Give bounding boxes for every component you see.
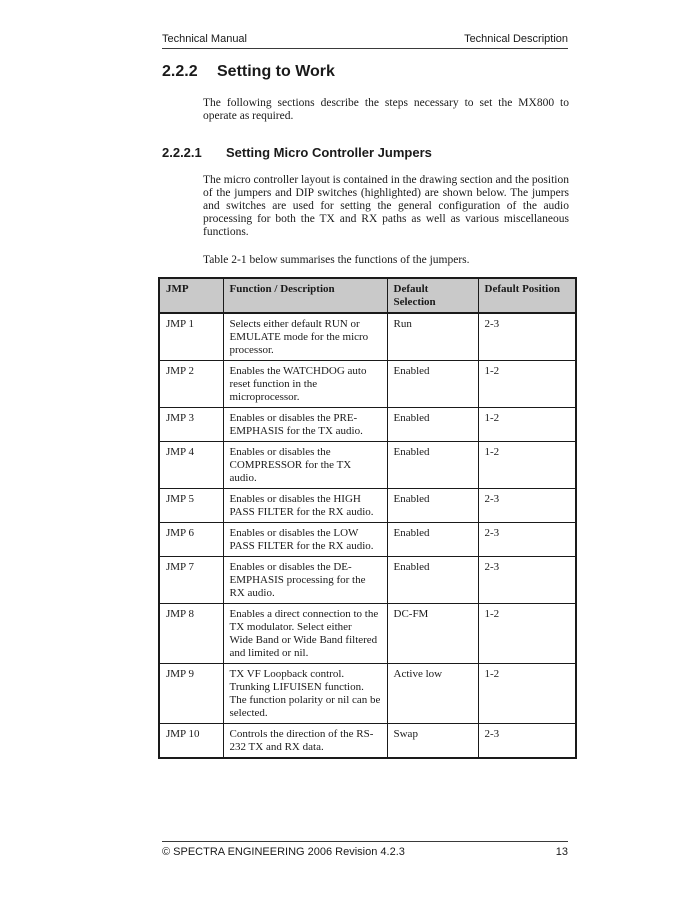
table-row: JMP 9 TX VF Loopback control. Trunking LI… <box>158 663 577 724</box>
cell-description: Enables the WATCHDOG auto reset function… <box>222 360 388 408</box>
table-lead-paragraph: Table 2-1 below summarises the functions… <box>203 254 470 266</box>
cell-description: Enables a direct connection to the TX mo… <box>222 603 388 664</box>
page-footer: © SPECTRA ENGINEERING 2006 Revision 4.2.… <box>162 841 568 858</box>
header-doc-title: Technical Manual <box>162 33 247 45</box>
cell-jmp: JMP 8 <box>158 603 224 664</box>
header-section-title: Technical Description <box>464 33 568 45</box>
cell-default-position: 2-3 <box>477 723 577 759</box>
cell-default-position: 2-3 <box>477 312 577 361</box>
footer-page-number: 13 <box>555 846 568 858</box>
cell-default-selection: Enabled <box>386 441 479 489</box>
header-cell-default-position: Default Position <box>477 277 577 314</box>
cell-jmp: JMP 9 <box>158 663 224 724</box>
cell-default-selection: DC-FM <box>386 603 479 664</box>
jumper-table-body: JMP 1 Selects either default RUN or EMULA… <box>158 312 577 759</box>
section-number: 2.2.2 <box>162 63 198 80</box>
cell-default-position: 1-2 <box>477 360 577 408</box>
cell-description: Enables or disables the PRE- EMPHASIS fo… <box>222 407 388 442</box>
cell-default-selection: Enabled <box>386 360 479 408</box>
cell-description: Controls the direction of the RS- 232 TX… <box>222 723 388 759</box>
table-row: JMP 4 Enables or disables the COMPRESSOR … <box>158 441 577 489</box>
cell-default-selection: Swap <box>386 723 479 759</box>
header-cell-description: Function / Description <box>222 277 388 314</box>
table-row: JMP 2 Enables the WATCHDOG auto reset fun… <box>158 360 577 408</box>
cell-jmp: JMP 10 <box>158 723 224 759</box>
cell-default-selection: Enabled <box>386 522 479 557</box>
cell-default-position: 1-2 <box>477 603 577 664</box>
cell-default-position: 1-2 <box>477 663 577 724</box>
cell-description: Enables or disables the HIGH PASS FILTER… <box>222 488 388 523</box>
cell-default-position: 2-3 <box>477 488 577 523</box>
jumper-table-header: JMP Function / Description Default Selec… <box>158 277 577 314</box>
subsection-number: 2.2.2.1 <box>162 145 202 160</box>
cell-description: Enables or disables the LOW PASS FILTER … <box>222 522 388 557</box>
section-heading: 2.2.2 Setting to Work <box>162 63 568 81</box>
cell-jmp: JMP 4 <box>158 441 224 489</box>
cell-default-position: 1-2 <box>477 407 577 442</box>
cell-default-position: 2-3 <box>477 522 577 557</box>
cell-jmp: JMP 1 <box>158 312 224 361</box>
section-title: Setting to Work <box>217 63 335 80</box>
table-header-row: JMP Function / Description Default Selec… <box>158 277 577 314</box>
cell-jmp: JMP 7 <box>158 556 224 604</box>
table-row: JMP 6 Enables or disables the LOW PASS FI… <box>158 522 577 557</box>
table-row: JMP 5 Enables or disables the HIGH PASS F… <box>158 488 577 523</box>
section-intro-paragraph: The following sections describe the step… <box>203 97 569 122</box>
header-cell-default-selection: Default Selection <box>386 277 479 314</box>
cell-default-selection: Enabled <box>386 407 479 442</box>
cell-description: TX VF Loopback control. Trunking LIFUISE… <box>222 663 388 724</box>
jumper-table: JMP Function / Description Default Selec… <box>158 277 577 759</box>
table-row: JMP 1 Selects either default RUN or EMULA… <box>158 312 577 361</box>
cell-default-position: 2-3 <box>477 556 577 604</box>
subsection-heading: 2.2.2.1 Setting Micro Controller Jumpers <box>162 145 568 160</box>
cell-default-selection: Enabled <box>386 556 479 604</box>
table-row: JMP 3 Enables or disables the PRE- EMPHAS… <box>158 407 577 442</box>
subsection-intro-paragraph: The micro controller layout is contained… <box>203 174 569 238</box>
cell-default-selection: Active low <box>386 663 479 724</box>
cell-description: Enables or disables the COMPRESSOR for t… <box>222 441 388 489</box>
cell-jmp: JMP 5 <box>158 488 224 523</box>
table-row: JMP 8 Enables a direct connection to the … <box>158 603 577 664</box>
cell-jmp: JMP 2 <box>158 360 224 408</box>
table-row: JMP 10 Controls the direction of the RS- … <box>158 723 577 759</box>
cell-default-position: 1-2 <box>477 441 577 489</box>
cell-default-selection: Run <box>386 312 479 361</box>
cell-default-selection: Enabled <box>386 488 479 523</box>
subsection-title: Setting Micro Controller Jumpers <box>226 145 432 160</box>
cell-jmp: JMP 6 <box>158 522 224 557</box>
cell-description: Selects either default RUN or EMULATE mo… <box>222 312 388 361</box>
header-cell-jmp: JMP <box>158 277 224 314</box>
cell-description: Enables or disables the DE- EMPHASIS pro… <box>222 556 388 604</box>
page-header: Technical Manual Technical Description <box>162 33 568 49</box>
table-row: JMP 7 Enables or disables the DE- EMPHASI… <box>158 556 577 604</box>
footer-copyright: © SPECTRA ENGINEERING 2006 Revision 4.2.… <box>162 846 405 858</box>
cell-jmp: JMP 3 <box>158 407 224 442</box>
